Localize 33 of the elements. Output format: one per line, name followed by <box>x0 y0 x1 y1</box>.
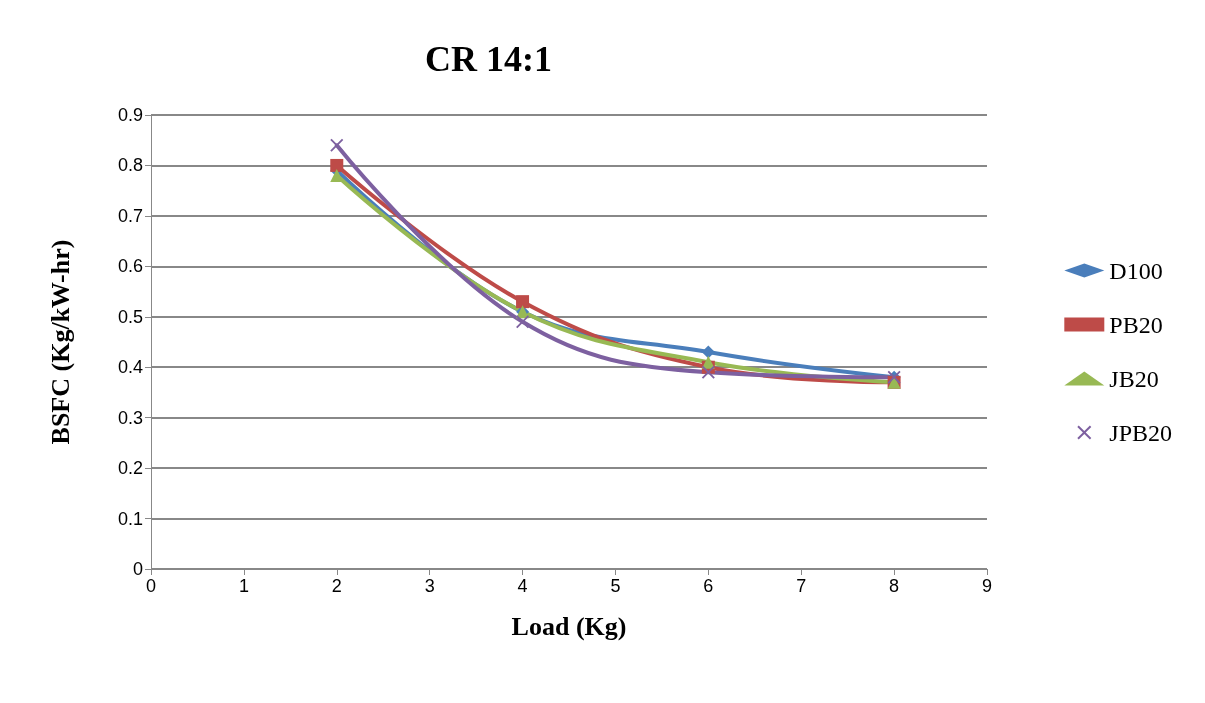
y-tick-label: 0.7 <box>117 205 143 226</box>
legend-label: JPB20 <box>1109 419 1173 446</box>
x-tick-label: 7 <box>796 576 807 596</box>
x-tick-label: 4 <box>517 576 528 596</box>
legend-label: D100 <box>1109 257 1163 284</box>
x-tick-label: 1 <box>238 576 249 596</box>
x-axis-title: Load (Kg) <box>511 611 627 641</box>
chart-title: CR 14:1 <box>425 39 552 79</box>
y-tick-label: 0.2 <box>117 458 143 479</box>
x-tick-label: 2 <box>331 576 342 596</box>
y-tick-label: 0.6 <box>117 256 143 277</box>
point <box>330 158 344 172</box>
y-tick-label: 0.1 <box>117 508 143 529</box>
point <box>330 138 344 152</box>
x-tick-label: 5 <box>610 576 621 596</box>
y-tick-label: 0 <box>132 559 143 579</box>
point <box>701 365 715 379</box>
x-tick-label: 9 <box>981 576 993 596</box>
y-tick-label: 0.5 <box>117 306 143 327</box>
point <box>516 295 530 309</box>
x-tick-label: 3 <box>424 576 435 596</box>
y-tick-label: 0.4 <box>117 357 143 378</box>
y-tick-label: 0.9 <box>117 105 143 125</box>
legend-label: JB20 <box>1109 365 1159 392</box>
x-tick-label: 8 <box>889 576 900 596</box>
point <box>701 345 715 359</box>
y-tick-label: 0.3 <box>117 407 143 428</box>
legend-label: PB20 <box>1109 311 1163 338</box>
x-tick-label: 0 <box>145 576 157 596</box>
point <box>516 315 530 329</box>
y-tick-label: 0.8 <box>117 155 143 176</box>
y-axis-title: BSFC (Kg/kW-hr) <box>45 239 75 445</box>
x-tick-label: 6 <box>703 576 714 596</box>
